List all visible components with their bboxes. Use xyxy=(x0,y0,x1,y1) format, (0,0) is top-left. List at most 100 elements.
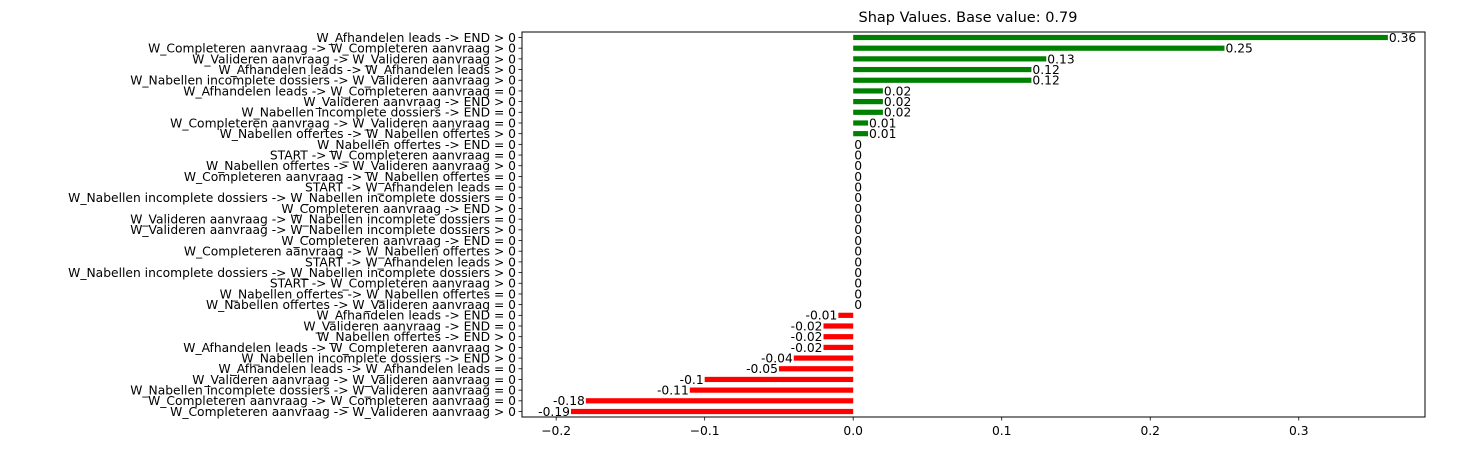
value-label: 0 xyxy=(854,191,862,205)
y-tick-label: START -> W_Afhandelen leads > 0 xyxy=(305,255,516,269)
value-label: 0.01 xyxy=(869,127,896,141)
value-label: 0.13 xyxy=(1047,52,1074,66)
value-label: -0.04 xyxy=(761,351,793,365)
y-tick-label: W_Afhandelen leads -> END > 0 xyxy=(317,31,516,45)
value-label: 0 xyxy=(854,181,862,195)
x-axis: −0.2 −0.1 0.0 0.1 0.2 0.3 xyxy=(541,417,1309,438)
value-label: -0.1 xyxy=(680,373,704,387)
value-label: 0 xyxy=(854,170,862,184)
x-tick-label: 0.1 xyxy=(992,424,1012,438)
chart-title: Shap Values. Base value: 0.79 xyxy=(859,10,1078,26)
y-tick-label: W_Completeren aanvraag -> END > 0 xyxy=(281,202,516,216)
y-tick-label: W_Nabellen incomplete dossiers -> W_Vali… xyxy=(130,74,516,88)
y-tick-label: W_Nabellen offertes -> W_Valideren aanvr… xyxy=(206,159,516,173)
y-tick-label: W_Nabellen offertes -> END = 0 xyxy=(317,138,516,152)
y-tick-label: W_Afhandelen leads -> W_Afhandelen leads… xyxy=(218,362,516,376)
y-tick-label: W_Valideren aanvraag -> END > 0 xyxy=(303,95,516,109)
bar xyxy=(853,120,869,126)
bar xyxy=(853,99,883,105)
y-tick-label: START -> W_Completeren aanvraag > 0 xyxy=(270,277,516,291)
value-label: 0 xyxy=(854,277,862,291)
y-tick-label: W_Nabellen incomplete dossiers -> W_Vali… xyxy=(130,384,516,398)
y-axis: W_Afhandelen leads -> END > 0W_Completer… xyxy=(68,31,522,419)
x-tick-label: −0.1 xyxy=(690,424,720,438)
value-label: 0 xyxy=(854,245,862,259)
y-tick-label: W_Completeren aanvraag -> W_Valideren aa… xyxy=(170,116,516,130)
value-label: 0 xyxy=(854,138,862,152)
y-tick-label: START -> W_Afhandelen leads = 0 xyxy=(305,181,516,195)
value-label: 0.36 xyxy=(1389,31,1417,45)
y-tick-label: W_Afhandelen leads -> W_Afhandelen leads… xyxy=(218,63,516,77)
y-tick-label: W_Nabellen incomplete dossiers -> W_Nabe… xyxy=(68,191,516,205)
x-tick-label: 0.3 xyxy=(1289,424,1309,438)
bar xyxy=(571,408,854,415)
y-tick-label: W_Completeren aanvraag -> W_Nabellen off… xyxy=(184,170,516,184)
y-tick-label: W_Completeren aanvraag -> END = 0 xyxy=(281,234,516,248)
bar xyxy=(704,376,854,383)
bar xyxy=(823,334,854,340)
bar xyxy=(853,56,1047,62)
y-tick-label: W_Nabellen offertes -> W_Nabellen offert… xyxy=(220,127,516,141)
value-labels-layer: 0.360.250.130.120.120.020.020.020.010.01… xyxy=(538,31,1416,419)
bar xyxy=(823,323,854,329)
bar xyxy=(853,131,869,137)
y-tick-label: W_Afhandelen leads -> W_Completeren aanv… xyxy=(183,84,516,98)
bar xyxy=(853,88,883,94)
value-label: 0.02 xyxy=(884,84,911,98)
value-label: -0.02 xyxy=(791,330,823,344)
y-tick-label: W_Nabellen offertes -> W_Nabellen offert… xyxy=(220,287,516,301)
x-tick-label: −0.2 xyxy=(541,424,571,438)
y-tick-label: W_Nabellen offertes -> END > 0 xyxy=(317,330,516,344)
value-label: 0 xyxy=(854,223,862,237)
plot-frame xyxy=(521,31,1426,418)
y-tick-label: W_Completeren aanvraag -> W_Completeren … xyxy=(148,394,516,408)
bar xyxy=(823,344,854,350)
value-label: 0 xyxy=(854,202,862,216)
y-tick-label: START -> W_Completeren aanvraag = 0 xyxy=(270,148,516,162)
y-tick-label: W_Valideren aanvraag -> W_Valideren aanv… xyxy=(192,52,516,66)
value-label: 0 xyxy=(854,287,862,301)
bar xyxy=(778,366,854,372)
bar xyxy=(585,398,854,404)
value-label: 0.12 xyxy=(1032,74,1059,88)
bar xyxy=(853,66,1032,73)
value-label: -0.18 xyxy=(553,394,585,408)
bars-layer xyxy=(571,34,1388,415)
bar xyxy=(793,355,854,361)
value-label: 0.02 xyxy=(884,106,911,120)
bar xyxy=(853,109,883,115)
y-tick-label: W_Completeren aanvraag -> W_Completeren … xyxy=(148,42,516,56)
value-label: 0 xyxy=(854,234,862,248)
x-tick-label: 0.0 xyxy=(843,424,863,438)
value-label: -0.02 xyxy=(791,319,823,333)
bar xyxy=(853,34,1388,41)
value-label: 0 xyxy=(854,266,862,280)
y-tick-label: W_Afhandelen leads -> END = 0 xyxy=(317,309,516,323)
y-tick-label: W_Valideren aanvraag -> W_Nabellen incom… xyxy=(130,213,516,227)
bar xyxy=(838,312,854,318)
x-tick-label: 0.2 xyxy=(1140,424,1160,438)
y-tick-label: W_Nabellen offertes -> W_Valideren aanvr… xyxy=(206,298,516,312)
y-tick-label: W_Valideren aanvraag -> END = 0 xyxy=(303,319,516,333)
value-label: 0 xyxy=(854,255,862,269)
y-tick-label: W_Nabellen incomplete dossiers -> END = … xyxy=(241,106,516,120)
y-tick-label: W_Nabellen incomplete dossiers -> W_Nabe… xyxy=(68,266,516,280)
value-label: 0.25 xyxy=(1226,42,1253,56)
bar xyxy=(689,387,854,393)
value-label: -0.01 xyxy=(806,309,838,323)
y-tick-label: W_Completeren aanvraag -> W_Valideren aa… xyxy=(170,405,516,419)
value-label: 0.01 xyxy=(869,116,896,130)
value-label: 0 xyxy=(854,298,862,312)
value-label: 0.02 xyxy=(884,95,911,109)
value-label: 0 xyxy=(854,159,862,173)
bar xyxy=(853,77,1032,83)
value-label: 0 xyxy=(854,148,862,162)
y-tick-label: W_Nabellen incomplete dossiers -> END > … xyxy=(241,351,516,365)
y-tick-label: W_Afhandelen leads -> W_Completeren aanv… xyxy=(183,341,516,355)
y-tick-label: W_Completeren aanvraag -> W_Nabellen off… xyxy=(184,245,516,259)
y-tick-label: W_Valideren aanvraag -> W_Valideren aanv… xyxy=(192,373,516,387)
value-label: -0.19 xyxy=(538,405,570,419)
y-tick-label: W_Valideren aanvraag -> W_Nabellen incom… xyxy=(130,223,516,237)
value-label: 0 xyxy=(854,213,862,227)
